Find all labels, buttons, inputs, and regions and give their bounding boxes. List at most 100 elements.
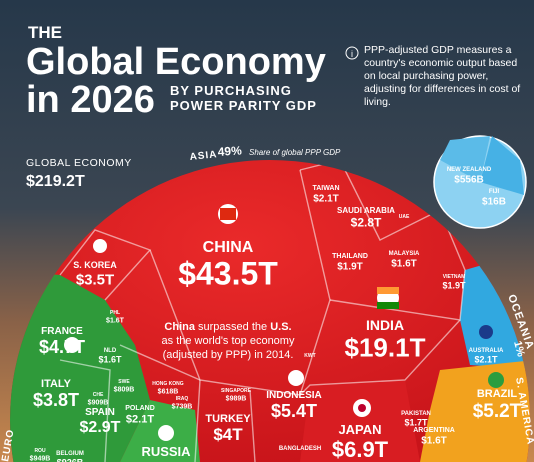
- country-name: SWE: [118, 379, 130, 385]
- country-name: TAIWAN: [312, 185, 339, 192]
- japan-flag-sun: [358, 404, 366, 412]
- brazil-flag: [488, 372, 504, 388]
- country-name: SINGAPORE: [221, 388, 252, 394]
- country-name: PHL: [110, 310, 120, 316]
- info-icon-glyph: i: [351, 49, 353, 59]
- turkey-border-right: [249, 389, 256, 462]
- korea-flag: [93, 239, 107, 253]
- info-text: PPP-adjusted GDP measures a country's ec…: [364, 44, 521, 108]
- country-value: $2.1T: [313, 194, 339, 205]
- country-name: ARGENTINA: [413, 427, 455, 434]
- asia-share-note: Share of global PPP GDP: [249, 148, 341, 157]
- country-name: HONG KONG: [152, 381, 184, 387]
- country-name: NLD: [104, 348, 117, 354]
- country-name: CHE: [93, 392, 104, 398]
- subtitle-line-2: POWER PARITY GDP: [170, 98, 317, 113]
- france-flag: [64, 337, 80, 353]
- country-name: VIETNAM: [443, 274, 466, 280]
- country-name: THAILAND: [332, 253, 368, 260]
- japan-cell: [300, 380, 420, 462]
- country-value: $16B: [482, 197, 506, 208]
- country-name: TURKEY: [205, 413, 251, 425]
- east-asia-border: [299, 160, 441, 241]
- oceania-share: 1%: [511, 340, 527, 359]
- country-labels: CHINA$43.5T INDIA$19.1T JAPAN$6.9T INDONESI…: [30, 167, 522, 462]
- country-value: $5.4T: [271, 401, 317, 421]
- info-icon: [345, 46, 359, 60]
- country-name: IRAQ: [176, 396, 189, 402]
- note-bold-us: U.S.: [270, 321, 291, 333]
- country-value: $556B: [454, 175, 483, 186]
- country-name: PAKISTAN: [401, 411, 431, 417]
- global-label: GLOBAL ECONOMY: [26, 157, 132, 169]
- country-name: INDIA: [366, 317, 404, 333]
- indonesia-flag: [288, 370, 304, 386]
- country-name: RUSSIA: [141, 444, 191, 459]
- note-line-3: (adjusted by PPP) in 2014.: [163, 349, 294, 361]
- country-value: $809B: [114, 387, 135, 394]
- south-america-region: [420, 360, 530, 462]
- asia-share: 49%: [217, 143, 242, 159]
- country-name: SAUDI ARABIA: [337, 206, 395, 215]
- country-value: $989B: [226, 396, 247, 403]
- europe-label: EURO: [0, 428, 17, 462]
- country-value: $2.8T: [351, 215, 382, 229]
- country-name: INDONESIA: [266, 390, 322, 401]
- title-line-1: Global Economy: [26, 41, 326, 83]
- country-value: $2.1T: [474, 355, 498, 365]
- country-name: JAPAN: [338, 422, 381, 437]
- country-value: $1.7T: [404, 418, 428, 428]
- country-name: FRANCE: [41, 326, 83, 337]
- country-value: $949B: [30, 456, 51, 462]
- country-name: KWT: [304, 353, 315, 359]
- note-text: surpassed the: [195, 321, 270, 333]
- india-flag-top: [377, 287, 399, 294]
- turkey-border: [194, 379, 201, 462]
- country-name: BELGIUM: [56, 451, 84, 457]
- country-value: $1.6T: [98, 355, 122, 365]
- country-name: BRAZIL: [477, 388, 518, 400]
- new-zealand-cell: [440, 136, 490, 182]
- global-value: $219.2T: [26, 173, 85, 190]
- indonesia-border: [299, 319, 461, 396]
- country-name: FIJI: [489, 189, 500, 195]
- fiji-cell: [480, 136, 524, 195]
- country-value: $1.6T: [421, 436, 447, 447]
- country-name: ITALY: [41, 378, 72, 390]
- country-value: $4.7T: [39, 337, 85, 357]
- country-name: NEW ZEALAND: [447, 167, 492, 173]
- country-value: $909B: [88, 400, 109, 407]
- country-value: $2.9T: [80, 419, 121, 436]
- note-line-2: as the world's top economy: [162, 335, 295, 347]
- country-value: $926B: [57, 458, 84, 462]
- country-name: S. KOREA: [73, 260, 117, 270]
- country-name: UAE: [399, 214, 410, 220]
- cell-borders: [59, 160, 466, 462]
- title-line-2: in 2026: [26, 79, 155, 121]
- subtitle-line-1: BY PURCHASING: [170, 83, 292, 98]
- russia-flag: [158, 425, 174, 441]
- poland-border: [119, 344, 201, 381]
- info-box: PPP-adjusted GDP measures a country's ec…: [364, 44, 521, 108]
- country-name: SPAIN: [85, 407, 115, 418]
- asia-label: ASIA: [189, 149, 218, 163]
- korea-border: [59, 229, 152, 301]
- india-border: [329, 209, 466, 321]
- country-name: AUSTRALIA: [469, 348, 504, 354]
- country-value: $1.9T: [337, 262, 363, 273]
- country-name: BANGLADESH: [279, 446, 321, 452]
- country-name: ROU: [34, 448, 46, 454]
- country-value: $739B: [172, 404, 193, 411]
- country-value: $3.8T: [33, 390, 79, 410]
- note-bold-china: China: [164, 321, 195, 333]
- country-name: CHINA: [203, 239, 254, 256]
- note-line-1: China surpassed the U.S.: [164, 321, 291, 333]
- country-value: $2.1T: [126, 413, 154, 425]
- country-value: $1.6T: [391, 259, 417, 270]
- country-value: $4T: [213, 425, 243, 444]
- country-value: $1.6T: [106, 318, 125, 325]
- india-flag-bottom: [377, 302, 399, 309]
- country-name: POLAND: [125, 405, 155, 412]
- country-value: $6.9T: [332, 437, 389, 462]
